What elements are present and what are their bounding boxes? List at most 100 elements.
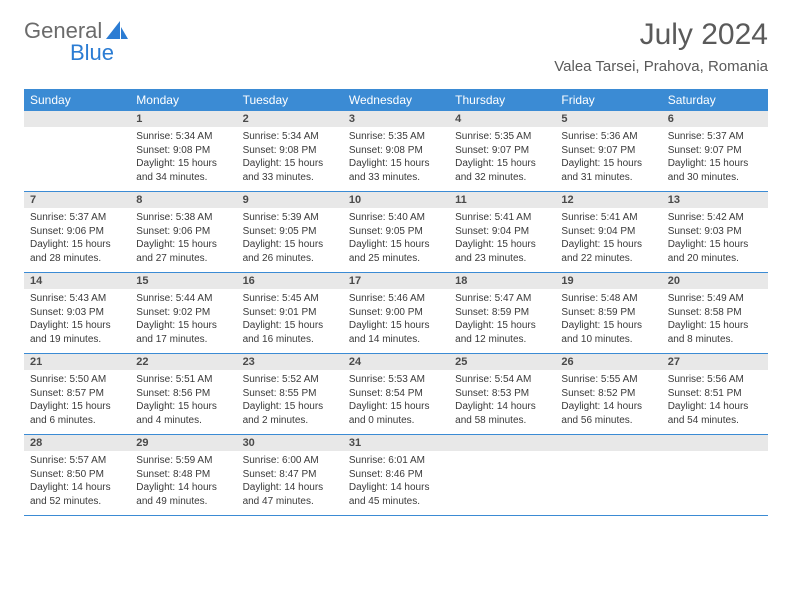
day-details: Sunrise: 5:41 AMSunset: 9:04 PMDaylight:…: [449, 208, 555, 271]
day-cell: 12Sunrise: 5:41 AMSunset: 9:04 PMDayligh…: [555, 192, 661, 272]
day-number: 23: [237, 354, 343, 370]
weeks-container: 1Sunrise: 5:34 AMSunset: 9:08 PMDaylight…: [24, 111, 768, 516]
sunset-text: Sunset: 9:05 PM: [243, 225, 337, 239]
daylight-text: Daylight: 15 hours and 14 minutes.: [349, 319, 443, 346]
sunrise-text: Sunrise: 5:56 AM: [668, 373, 762, 387]
day-details: Sunrise: 5:35 AMSunset: 9:07 PMDaylight:…: [449, 127, 555, 190]
day-number: 7: [24, 192, 130, 208]
day-header-row: SundayMondayTuesdayWednesdayThursdayFrid…: [24, 89, 768, 111]
page-header: General Blue July 2024 Valea Tarsei, Pra…: [0, 0, 792, 81]
day-number: [449, 435, 555, 451]
day-number: 5: [555, 111, 661, 127]
day-details: Sunrise: 5:34 AMSunset: 9:08 PMDaylight:…: [237, 127, 343, 190]
day-details: Sunrise: 5:46 AMSunset: 9:00 PMDaylight:…: [343, 289, 449, 352]
sunset-text: Sunset: 8:53 PM: [455, 387, 549, 401]
day-number: 17: [343, 273, 449, 289]
day-cell: [662, 435, 768, 515]
sunrise-text: Sunrise: 5:52 AM: [243, 373, 337, 387]
day-number: 31: [343, 435, 449, 451]
daylight-text: Daylight: 15 hours and 10 minutes.: [561, 319, 655, 346]
day-cell: 18Sunrise: 5:47 AMSunset: 8:59 PMDayligh…: [449, 273, 555, 353]
day-cell: 17Sunrise: 5:46 AMSunset: 9:00 PMDayligh…: [343, 273, 449, 353]
day-cell: 29Sunrise: 5:59 AMSunset: 8:48 PMDayligh…: [130, 435, 236, 515]
day-details: Sunrise: 5:36 AMSunset: 9:07 PMDaylight:…: [555, 127, 661, 190]
sunrise-text: Sunrise: 5:45 AM: [243, 292, 337, 306]
sunrise-text: Sunrise: 5:53 AM: [349, 373, 443, 387]
day-details: [449, 451, 555, 460]
sunset-text: Sunset: 8:59 PM: [455, 306, 549, 320]
sunrise-text: Sunrise: 6:01 AM: [349, 454, 443, 468]
day-number: 16: [237, 273, 343, 289]
day-cell: 27Sunrise: 5:56 AMSunset: 8:51 PMDayligh…: [662, 354, 768, 434]
sunset-text: Sunset: 9:03 PM: [30, 306, 124, 320]
day-header-cell: Wednesday: [343, 89, 449, 111]
sunset-text: Sunset: 8:52 PM: [561, 387, 655, 401]
daylight-text: Daylight: 15 hours and 34 minutes.: [136, 157, 230, 184]
sunrise-text: Sunrise: 5:47 AM: [455, 292, 549, 306]
day-number: [662, 435, 768, 451]
daylight-text: Daylight: 15 hours and 6 minutes.: [30, 400, 124, 427]
day-number: 9: [237, 192, 343, 208]
daylight-text: Daylight: 15 hours and 16 minutes.: [243, 319, 337, 346]
sunrise-text: Sunrise: 5:39 AM: [243, 211, 337, 225]
day-cell: 23Sunrise: 5:52 AMSunset: 8:55 PMDayligh…: [237, 354, 343, 434]
day-details: Sunrise: 5:51 AMSunset: 8:56 PMDaylight:…: [130, 370, 236, 433]
day-header-cell: Thursday: [449, 89, 555, 111]
day-cell: 7Sunrise: 5:37 AMSunset: 9:06 PMDaylight…: [24, 192, 130, 272]
month-title: July 2024: [554, 18, 768, 52]
day-details: Sunrise: 5:41 AMSunset: 9:04 PMDaylight:…: [555, 208, 661, 271]
daylight-text: Daylight: 15 hours and 22 minutes.: [561, 238, 655, 265]
day-number: 13: [662, 192, 768, 208]
sunset-text: Sunset: 9:08 PM: [349, 144, 443, 158]
sunset-text: Sunset: 9:03 PM: [668, 225, 762, 239]
day-details: Sunrise: 5:49 AMSunset: 8:58 PMDaylight:…: [662, 289, 768, 352]
sunset-text: Sunset: 8:50 PM: [30, 468, 124, 482]
day-details: [24, 127, 130, 136]
day-cell: 25Sunrise: 5:54 AMSunset: 8:53 PMDayligh…: [449, 354, 555, 434]
sunset-text: Sunset: 9:06 PM: [136, 225, 230, 239]
day-number: 15: [130, 273, 236, 289]
daylight-text: Daylight: 15 hours and 31 minutes.: [561, 157, 655, 184]
sunrise-text: Sunrise: 5:34 AM: [243, 130, 337, 144]
day-details: Sunrise: 5:34 AMSunset: 9:08 PMDaylight:…: [130, 127, 236, 190]
day-cell: 30Sunrise: 6:00 AMSunset: 8:47 PMDayligh…: [237, 435, 343, 515]
sunset-text: Sunset: 9:00 PM: [349, 306, 443, 320]
day-details: Sunrise: 5:52 AMSunset: 8:55 PMDaylight:…: [237, 370, 343, 433]
day-number: 4: [449, 111, 555, 127]
day-details: Sunrise: 5:53 AMSunset: 8:54 PMDaylight:…: [343, 370, 449, 433]
sunrise-text: Sunrise: 5:42 AM: [668, 211, 762, 225]
daylight-text: Daylight: 15 hours and 25 minutes.: [349, 238, 443, 265]
day-cell: 15Sunrise: 5:44 AMSunset: 9:02 PMDayligh…: [130, 273, 236, 353]
day-details: Sunrise: 5:55 AMSunset: 8:52 PMDaylight:…: [555, 370, 661, 433]
daylight-text: Daylight: 15 hours and 4 minutes.: [136, 400, 230, 427]
sunrise-text: Sunrise: 5:37 AM: [30, 211, 124, 225]
sunrise-text: Sunrise: 5:38 AM: [136, 211, 230, 225]
day-cell: 10Sunrise: 5:40 AMSunset: 9:05 PMDayligh…: [343, 192, 449, 272]
daylight-text: Daylight: 15 hours and 20 minutes.: [668, 238, 762, 265]
day-details: Sunrise: 5:44 AMSunset: 9:02 PMDaylight:…: [130, 289, 236, 352]
daylight-text: Daylight: 15 hours and 12 minutes.: [455, 319, 549, 346]
day-details: Sunrise: 5:57 AMSunset: 8:50 PMDaylight:…: [24, 451, 130, 514]
day-details: Sunrise: 5:43 AMSunset: 9:03 PMDaylight:…: [24, 289, 130, 352]
logo-sail-icon: [106, 21, 128, 39]
day-number: 6: [662, 111, 768, 127]
day-cell: 21Sunrise: 5:50 AMSunset: 8:57 PMDayligh…: [24, 354, 130, 434]
day-header-cell: Monday: [130, 89, 236, 111]
sunrise-text: Sunrise: 5:40 AM: [349, 211, 443, 225]
daylight-text: Daylight: 15 hours and 8 minutes.: [668, 319, 762, 346]
daylight-text: Daylight: 15 hours and 27 minutes.: [136, 238, 230, 265]
day-cell: 19Sunrise: 5:48 AMSunset: 8:59 PMDayligh…: [555, 273, 661, 353]
day-cell: 20Sunrise: 5:49 AMSunset: 8:58 PMDayligh…: [662, 273, 768, 353]
day-details: Sunrise: 5:45 AMSunset: 9:01 PMDaylight:…: [237, 289, 343, 352]
day-cell: 2Sunrise: 5:34 AMSunset: 9:08 PMDaylight…: [237, 111, 343, 191]
day-number: [24, 111, 130, 127]
day-number: 29: [130, 435, 236, 451]
week-row: 28Sunrise: 5:57 AMSunset: 8:50 PMDayligh…: [24, 435, 768, 516]
day-number: 20: [662, 273, 768, 289]
day-header-cell: Friday: [555, 89, 661, 111]
sunset-text: Sunset: 9:08 PM: [136, 144, 230, 158]
day-details: Sunrise: 5:50 AMSunset: 8:57 PMDaylight:…: [24, 370, 130, 433]
day-details: Sunrise: 5:42 AMSunset: 9:03 PMDaylight:…: [662, 208, 768, 271]
logo-text-blue: Blue: [70, 40, 114, 66]
day-details: Sunrise: 5:56 AMSunset: 8:51 PMDaylight:…: [662, 370, 768, 433]
